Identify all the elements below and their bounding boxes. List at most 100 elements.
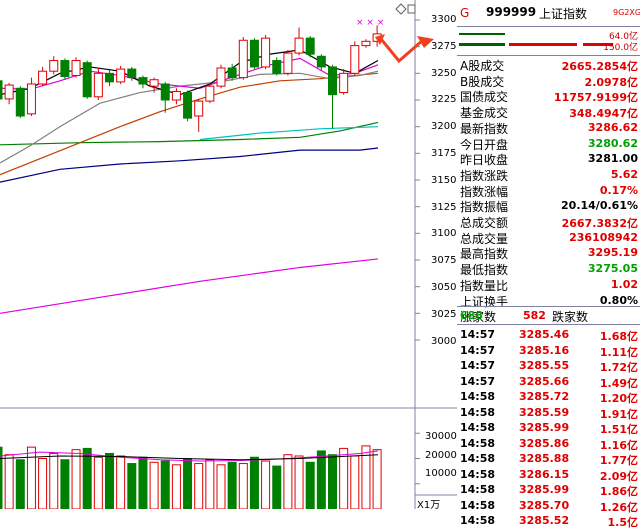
candle-body bbox=[127, 68, 137, 79]
stat-row: 昨日收盘 3281.00 bbox=[457, 150, 640, 167]
ma-line-250 bbox=[0, 147, 379, 183]
volume-bar bbox=[350, 455, 360, 509]
volume-ma-line bbox=[0, 450, 379, 462]
tick-amount: 1.49亿 bbox=[599, 376, 638, 390]
scroll-indicator-icon[interactable] bbox=[395, 3, 407, 15]
kline-chart[interactable]: × × × bbox=[0, 0, 457, 509]
up-count-label: 涨家数 bbox=[460, 310, 497, 324]
candle-body bbox=[339, 72, 349, 94]
stat-row: 最高指数 3295.19 bbox=[457, 244, 640, 262]
candle-body bbox=[82, 62, 92, 98]
volume-bar bbox=[82, 447, 92, 509]
signal-marks: × × × bbox=[356, 18, 384, 28]
stat-value: 2667.3832亿 bbox=[561, 217, 638, 230]
candle-body bbox=[0, 80, 3, 100]
order-lower-value: 150.0亿 bbox=[603, 43, 638, 53]
down-count-label: 跌家数 bbox=[552, 310, 589, 324]
candle-body bbox=[49, 60, 59, 72]
price-tick-label: 3225 bbox=[431, 94, 457, 106]
candle-body bbox=[194, 100, 204, 117]
stat-value: 20.14/0.61% bbox=[561, 199, 638, 213]
scroll-box-icon[interactable] bbox=[407, 4, 416, 14]
price-tick-label: 3025 bbox=[431, 308, 457, 320]
quote-panel: G 999999 上证指数 9G2XG2 64.0亿 150.0亿 A股成交 26… bbox=[457, 0, 640, 529]
stat-row: 指数振幅 20.14/0.61% bbox=[457, 197, 640, 214]
stat-label: 国债成交 bbox=[460, 90, 509, 105]
red-arrow-head-left bbox=[375, 34, 385, 45]
price-tick-label: 3000 bbox=[431, 335, 457, 347]
tick-row: 14:58 3285.88 1.77亿 bbox=[457, 451, 640, 467]
tick-price: 3285.52 bbox=[519, 514, 570, 527]
tick-row: 14:58 3285.99 1.86亿 bbox=[457, 482, 640, 498]
order-bar-sell-2 bbox=[583, 43, 613, 46]
volume-bar bbox=[116, 455, 126, 509]
candle-body bbox=[294, 37, 304, 54]
candle-body bbox=[171, 90, 181, 101]
stat-value: 5.62 bbox=[610, 167, 638, 181]
price-tick-label: 3075 bbox=[431, 255, 457, 267]
candle-body bbox=[361, 40, 371, 47]
volume-bar bbox=[149, 461, 159, 509]
stat-value: 348.4947亿 bbox=[569, 107, 638, 121]
volume-bar bbox=[127, 463, 137, 509]
volume-tick-label: 10000 bbox=[425, 468, 457, 479]
stat-row: 总成交量 236108942 bbox=[457, 229, 640, 246]
candle-body bbox=[261, 37, 271, 68]
tick-price: 3285.55 bbox=[519, 359, 570, 372]
orderbook-divider bbox=[457, 55, 640, 56]
volume-bar bbox=[160, 460, 170, 509]
zoom-label[interactable]: 9G2XG2 bbox=[613, 8, 640, 17]
tick-price: 3285.70 bbox=[519, 498, 570, 512]
tick-row: 14:58 3285.72 1.20亿 bbox=[457, 389, 640, 405]
candle-body bbox=[305, 37, 315, 55]
tick-price: 3285.72 bbox=[519, 390, 570, 403]
tick-row: 14:57 3285.46 1.68亿 bbox=[457, 327, 640, 343]
candle-body bbox=[138, 77, 148, 85]
volume-bar bbox=[328, 454, 337, 509]
tick-amount: 1.5亿 bbox=[607, 516, 639, 529]
red-arrow-head bbox=[417, 36, 434, 48]
candle-body bbox=[328, 66, 337, 96]
stat-row: 国债成交 11757.9199亿 bbox=[457, 87, 640, 105]
stat-label: A股成交 bbox=[460, 59, 505, 73]
candle-body bbox=[38, 70, 48, 85]
tick-price: 3285.66 bbox=[519, 374, 570, 388]
order-bar-sell-1 bbox=[509, 43, 577, 46]
tick-row: 14:58 3286.15 2.09亿 bbox=[457, 467, 640, 483]
volume-tick-label: 30000 bbox=[425, 431, 457, 442]
stat-label: 最高指数 bbox=[460, 247, 509, 262]
breadth-divider bbox=[457, 306, 640, 307]
down-count-value: 688 bbox=[460, 309, 483, 322]
quote-header: G 999999 上证指数 9G2XG2 bbox=[457, 0, 640, 28]
tick-amount: 1.72亿 bbox=[599, 361, 638, 374]
candle-body bbox=[93, 72, 103, 98]
candle-body bbox=[227, 67, 237, 79]
index-code: 999999 bbox=[486, 5, 537, 19]
stat-row: 总成交额 2667.3832亿 bbox=[457, 213, 640, 230]
price-tick-label: 3100 bbox=[431, 228, 457, 240]
stat-label: 上证换手 bbox=[460, 294, 509, 309]
price-tick-label: 3200 bbox=[431, 121, 457, 133]
tick-time: 14:58 bbox=[460, 436, 496, 450]
ticks-divider bbox=[457, 324, 640, 325]
candle-body bbox=[15, 87, 25, 117]
tick-time: 14:58 bbox=[460, 405, 496, 419]
volume-bar bbox=[71, 449, 81, 509]
stat-row: 上证换手 0.80% bbox=[457, 292, 640, 309]
candle-body bbox=[105, 72, 114, 83]
tick-time: 14:57 bbox=[460, 343, 496, 357]
order-bar-buy-top bbox=[459, 33, 505, 35]
tick-row: 14:58 3285.86 1.16亿 bbox=[457, 436, 640, 452]
tick-price: 3285.16 bbox=[519, 343, 570, 357]
volume-bar bbox=[105, 452, 114, 509]
stat-value: 3286.62 bbox=[587, 120, 638, 134]
user-annotations[interactable]: × × × bbox=[356, 3, 434, 64]
volume-bar bbox=[0, 446, 3, 509]
tick-amount: 1.91亿 bbox=[599, 407, 638, 421]
index-name[interactable]: 上证指数 bbox=[539, 7, 588, 21]
stat-label: 总成交量 bbox=[460, 231, 509, 246]
tick-price: 3285.86 bbox=[519, 436, 570, 450]
volume-bar bbox=[26, 446, 36, 509]
tick-price: 3285.99 bbox=[519, 483, 570, 496]
up-count-value: 582 bbox=[523, 309, 546, 322]
